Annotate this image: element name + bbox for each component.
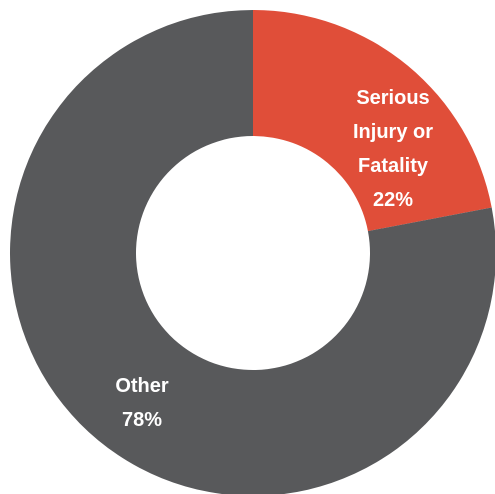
- slice-label-1: Other 78%: [115, 375, 169, 431]
- slice-label-line: Injury or: [353, 121, 433, 143]
- donut-slice-1: [10, 10, 495, 494]
- slice-label-line: Other: [115, 375, 169, 397]
- slice-label-line: Serious: [356, 87, 429, 109]
- slice-labels: Serious Injury or Fatality 22% Other 78%: [115, 87, 433, 431]
- slice-label-line: 78%: [122, 409, 162, 431]
- donut-slice-0: [253, 10, 492, 232]
- donut-slices: [10, 10, 495, 494]
- slice-label-0: Serious Injury or Fatality 22%: [353, 87, 433, 211]
- slice-label-line: Fatality: [358, 155, 429, 177]
- slice-label-line: 22%: [373, 189, 413, 211]
